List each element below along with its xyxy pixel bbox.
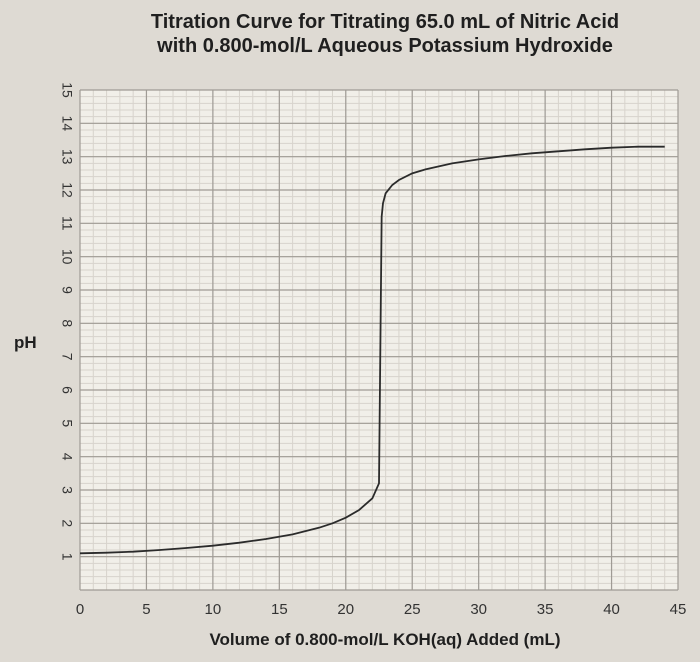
x-tick-label: 35: [537, 601, 554, 618]
y-tick-label: 6: [59, 386, 75, 394]
y-tick-label: 8: [59, 319, 75, 327]
x-tick-label: 0: [76, 601, 84, 618]
chart-title-line1: Titration Curve for Titrating 65.0 mL of…: [150, 11, 620, 33]
y-tick-label: 4: [59, 453, 75, 461]
y-tick-label: 2: [59, 519, 75, 527]
x-axis-label: Volume of 0.800-mol/L KOH(aq) Added (mL): [209, 630, 561, 649]
x-tick-label: 10: [205, 601, 222, 618]
y-tick-label: 9: [59, 286, 75, 294]
y-tick-label: 1: [59, 553, 75, 561]
y-tick-label: 5: [59, 419, 75, 427]
x-tick-label: 40: [603, 601, 620, 618]
x-tick-label: 5: [142, 601, 150, 618]
x-tick-label: 20: [337, 601, 354, 618]
y-tick-label: 3: [59, 486, 75, 494]
x-tick-label: 45: [670, 601, 687, 618]
x-tick-labels: 0 5 10 15 20 25 30 35 40 45: [76, 601, 687, 618]
y-tick-label: 14: [59, 116, 75, 132]
x-tick-label: 25: [404, 601, 421, 618]
chart-title-line2: with 0.800-mol/L Aqueous Potassium Hydro…: [157, 35, 613, 57]
titration-curve-line: [79, 145, 665, 555]
y-tick-label: 10: [59, 249, 75, 265]
y-tick-label: 11: [59, 216, 75, 231]
y-tick-label: 15: [59, 82, 75, 98]
y-tick-label: 12: [59, 182, 75, 198]
chart-title: Titration Curve for Titrating 65.0 mL of…: [80, 10, 690, 58]
y-tick-label: 7: [59, 353, 75, 361]
x-tick-label: 15: [271, 601, 288, 618]
y-axis-label: pH: [14, 333, 37, 352]
x-tick-label: 30: [470, 601, 487, 618]
y-tick-label: 13: [59, 149, 75, 165]
plot-area: [80, 90, 678, 590]
